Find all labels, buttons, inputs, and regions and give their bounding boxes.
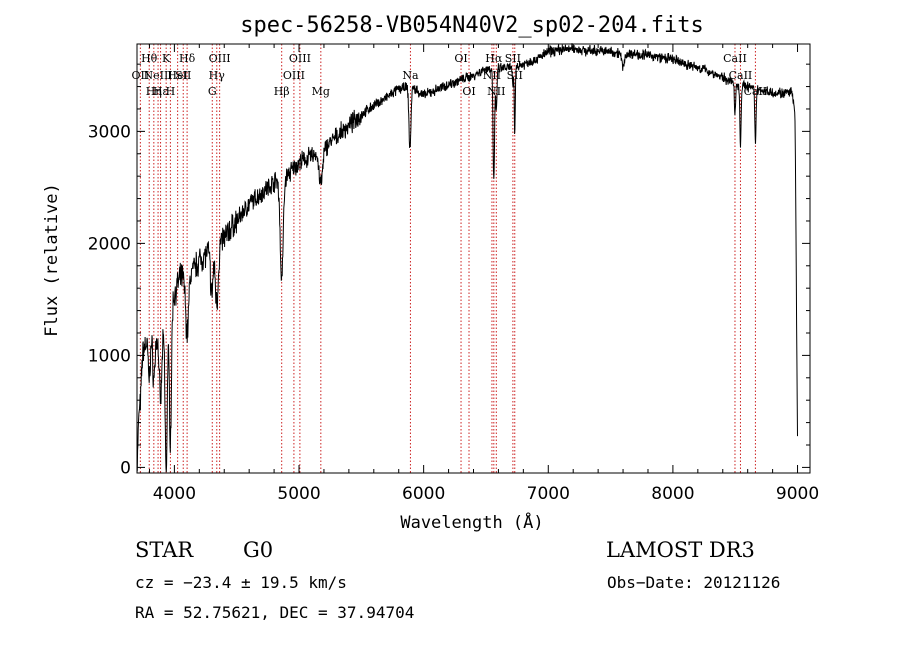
- y-tick-label: 3000: [88, 122, 131, 142]
- x-tick-label: 6000: [402, 484, 445, 504]
- y-axis-label: Flux (relative): [42, 183, 62, 337]
- x-tick-label: 4000: [153, 484, 196, 504]
- line-marker-label: Hε: [153, 85, 169, 98]
- spectrum-line: [136, 43, 798, 472]
- y-axis-ticks: 0 1000 2000 3000: [88, 63, 810, 478]
- y-tick-label: 0: [120, 458, 131, 478]
- chart-title: spec-56258-VB054N40V2_sp02-204.fits: [240, 13, 704, 38]
- line-marker-label: HeI: [167, 69, 187, 82]
- line-marker-label: H: [166, 85, 176, 98]
- line-marker-label: Hθ: [141, 52, 158, 65]
- y-tick-label: 1000: [88, 346, 131, 366]
- line-marker-label: SII: [175, 69, 191, 82]
- x-tick-label: 7000: [527, 484, 570, 504]
- plot-frame: [136, 43, 811, 474]
- line-marker-label: OI: [454, 52, 467, 65]
- line-marker-label: OI: [462, 85, 475, 98]
- spectrum-chart: spec-56258-VB054N40V2_sp02-204.fits OIIH…: [42, 13, 819, 533]
- line-marker-label: NII: [487, 85, 505, 98]
- line-marker-label: OIII: [283, 69, 305, 82]
- line-markers: [139, 44, 756, 473]
- line-marker-label: Hβ: [274, 85, 290, 98]
- line-marker-label: OIII: [209, 52, 231, 65]
- line-marker-label: Mg: [312, 85, 330, 98]
- line-marker-label: OIII: [289, 52, 311, 65]
- subclass: G0: [243, 538, 274, 562]
- survey-name: LAMOST DR3: [606, 538, 755, 562]
- obs-date: Obs−Date: 20121126: [607, 573, 781, 592]
- x-axis-ticks: 4000 5000 6000 7000 8000 9000: [148, 44, 819, 504]
- line-marker-label: Hα: [485, 52, 503, 65]
- line-marker-label: Hη: [146, 85, 162, 98]
- line-marker-label: G: [208, 85, 217, 98]
- line-marker-label: Na: [402, 69, 419, 82]
- line-marker-label: NeIII: [143, 69, 172, 82]
- line-marker-label: CaII: [729, 69, 753, 82]
- object-class: STAR: [135, 538, 194, 562]
- line-marker-label: OII: [132, 69, 150, 82]
- line-marker-labels: OIIHθHηNeIIIHεKHHeISIIHδGHγOIIIHβOIIIOII…: [132, 52, 768, 98]
- line-marker-label: K: [162, 52, 171, 65]
- redshift-readout: cz = −23.4 ± 19.5 km/s: [135, 573, 347, 592]
- y-tick-label: 2000: [88, 234, 131, 254]
- coordinates: RA = 52.75621, DEC = 37.94704: [135, 603, 415, 622]
- line-marker-label: SII: [505, 52, 521, 65]
- x-axis-label: Wavelength (Å): [400, 511, 543, 533]
- x-tick-label: 5000: [277, 484, 320, 504]
- x-tick-label: 8000: [651, 484, 694, 504]
- line-marker-label: Hγ: [209, 69, 226, 82]
- line-marker-label: Hδ: [179, 52, 196, 65]
- line-marker-label: SII: [507, 69, 523, 82]
- line-marker-label: CaII: [744, 85, 768, 98]
- x-tick-label: 9000: [776, 484, 819, 504]
- line-marker-label: CaII: [723, 52, 747, 65]
